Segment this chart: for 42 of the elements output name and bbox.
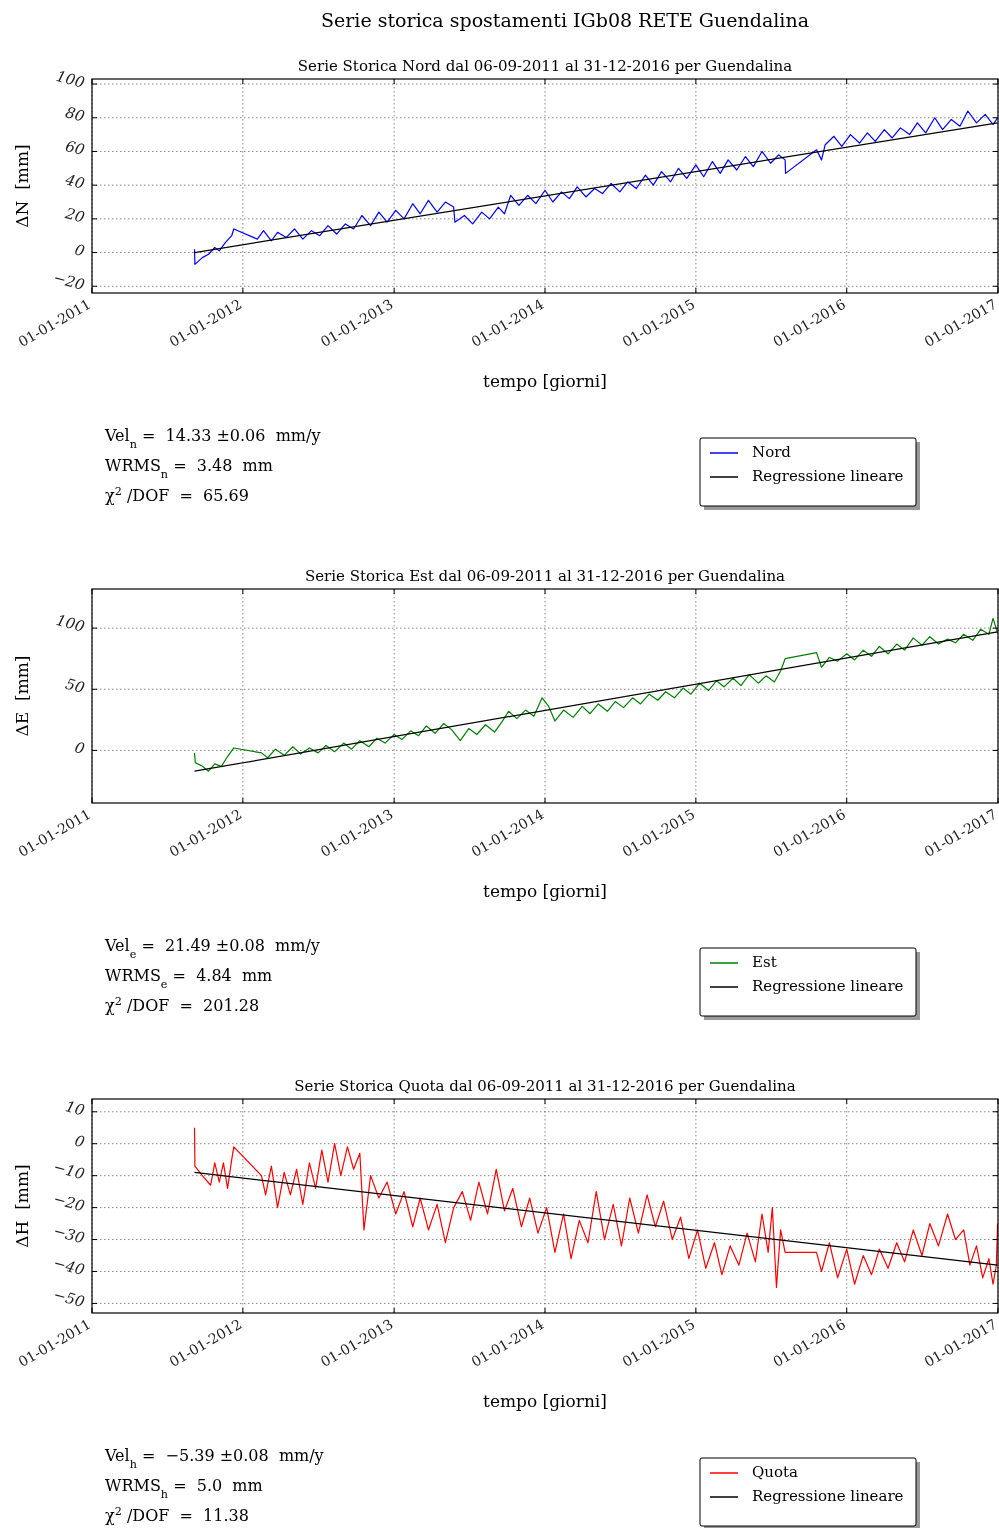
- y-tick-label: 10: [63, 1097, 88, 1120]
- text: Vel$_{h}$ = −5.39 ±0.08 mm/y: [104, 1446, 324, 1471]
- x-axis-title: tempo [giorni]: [483, 881, 607, 901]
- chart-title: Serie storica spostamenti IGb08 RETE Guendalina: [321, 9, 809, 31]
- y-tick-label: 40: [62, 170, 88, 193]
- x-axis-title: tempo [giorni]: [483, 371, 607, 391]
- y-tick-label: 20: [62, 204, 88, 227]
- legend-label: Regressione lineare: [752, 977, 904, 995]
- y-tick-label: 0: [72, 738, 88, 759]
- legend-label: Nord: [752, 443, 792, 461]
- y-tick-label: 100: [54, 611, 88, 636]
- chart-title: Serie Storica Est dal 06-09-2011 al 31-12-2016 per Guendalina: [304, 567, 786, 585]
- text: χ$^{2}$ /DOF = 11.38: [105, 1504, 249, 1525]
- legend-label: Est: [752, 953, 777, 971]
- y-tick-label: −20: [51, 268, 88, 295]
- y-axis-title: ΔE [mm]: [12, 655, 32, 737]
- y-tick-label: 100: [54, 66, 88, 92]
- y-tick-label: 80: [63, 103, 88, 126]
- legend-label: Quota: [752, 1463, 799, 1481]
- legend-label: Regressione lineare: [752, 1487, 904, 1505]
- text: WRMS$_{n}$ = 3.48 mm: [105, 456, 273, 481]
- y-tick-label: 0: [72, 240, 88, 261]
- y-tick-label: −10: [51, 1157, 88, 1184]
- text: Vel$_{e}$ = 21.49 ±0.08 mm/y: [104, 936, 320, 961]
- text: χ$^{2}$ /DOF = 65.69: [105, 484, 249, 505]
- y-axis-title: ΔH [mm]: [12, 1164, 32, 1248]
- legend-label: Regressione lineare: [752, 467, 904, 485]
- y-tick-label: −30: [51, 1221, 88, 1248]
- y-tick-label: 60: [63, 136, 88, 160]
- text: WRMS$_{h}$ = 5.0 mm: [105, 1476, 263, 1501]
- chart-title: Serie Storica Quota dal 06-09-2011 al 31-12-2016 per Guendalina: [294, 1077, 796, 1095]
- text: WRMS$_{e}$ = 4.84 mm: [105, 966, 273, 991]
- y-axis-title: ΔN [mm]: [12, 144, 32, 228]
- text: χ$^{2}$ /DOF = 201.28: [105, 994, 260, 1015]
- y-tick-label: −40: [51, 1253, 88, 1280]
- x-axis-title: tempo [giorni]: [483, 1391, 607, 1411]
- chart-subtitle: Serie Storica Nord dal 06-09-2011 al 31-12-2016 per Guendalina: [297, 57, 793, 75]
- y-tick-label: −20: [51, 1189, 88, 1216]
- y-tick-label: −50: [51, 1285, 88, 1312]
- y-tick-label: 50: [63, 674, 88, 698]
- y-tick-label: 0: [72, 1131, 88, 1152]
- text: Vel$_{n}$ = 14.33 ±0.06 mm/y: [104, 426, 321, 451]
